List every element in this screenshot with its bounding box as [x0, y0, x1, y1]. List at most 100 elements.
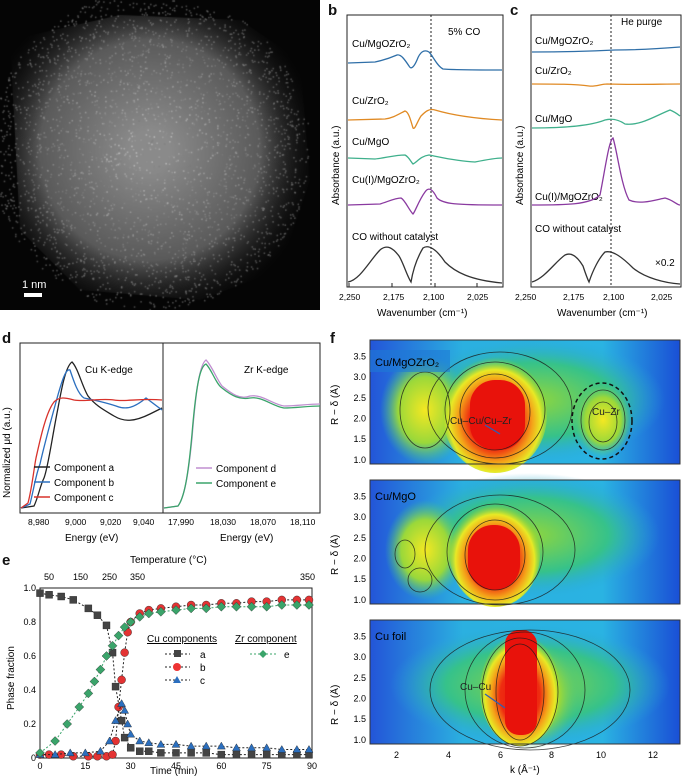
point-c-23 — [304, 745, 314, 753]
k-tick-4: 4 — [446, 750, 451, 760]
y-label-1: R − δ (Å) — [330, 385, 341, 425]
label-cu-zro2: Cu/ZrO₂ — [535, 66, 572, 77]
point-e-22 — [276, 600, 287, 610]
point-a-8 — [111, 682, 120, 691]
legend-e: e — [284, 650, 290, 661]
point-c-11 — [135, 736, 145, 745]
legend-marker-c — [173, 676, 181, 683]
point-a-1 — [45, 591, 53, 599]
point-a-0 — [36, 589, 44, 597]
map-title-1: Cu/MgOZrO₂ — [375, 357, 439, 369]
point-a-19 — [232, 750, 241, 759]
y-label: Normalized μd (a.u.) — [2, 407, 13, 498]
series-line-e — [39, 604, 309, 754]
curve-cu-mgozro2 — [531, 46, 681, 53]
label-cu-mgo: Cu/MgO — [352, 137, 389, 148]
point-e-16 — [186, 603, 196, 614]
cu-legend-title: Cu components — [147, 634, 217, 645]
r-tick-0-4: 3.0 — [353, 372, 366, 382]
top-tick-1: 150 — [73, 572, 88, 582]
y-tick-4: 0.8 — [23, 617, 36, 627]
point-b-11 — [120, 648, 129, 657]
x-ticks: 2,250 2,175 2,100 2,025 — [515, 292, 673, 302]
x-tick-5: 75 — [262, 761, 272, 771]
x-tick-4: 60 — [216, 761, 226, 771]
point-e-21 — [261, 601, 272, 612]
r-tick-1-1: 1.5 — [353, 574, 366, 584]
x-label: Time (min) — [150, 766, 197, 776]
stem-image: 1 nm — [0, 0, 320, 310]
k-tick-6: 6 — [498, 750, 503, 760]
phase-fraction-chart: Temperature (°C) 50 150 250 350 350 Phas… — [6, 555, 317, 776]
curve-cu-mgo — [531, 109, 681, 129]
point-c-19 — [247, 743, 256, 752]
zr-legend-title: Zr component — [235, 634, 297, 645]
k-tick-12: 12 — [648, 750, 658, 760]
curve-cu1-mgozro2 — [347, 188, 503, 215]
cu-component-b — [20, 369, 163, 509]
point-c-17 — [216, 741, 226, 750]
r-tick-2-0: 1.0 — [353, 735, 366, 745]
highlight-ring — [571, 382, 633, 460]
r-tick-2-4: 3.0 — [353, 652, 366, 662]
r-tick-1-3: 2.5 — [353, 533, 366, 543]
point-e-20 — [246, 601, 257, 612]
point-e-13 — [144, 608, 154, 619]
curve-cu-zro2 — [531, 83, 681, 87]
map1-note-1: Cu–Cu/Cu–Zr — [450, 416, 512, 427]
point-e-8 — [107, 641, 118, 651]
point-e-2 — [62, 719, 72, 729]
y-label-3: R − δ (Å) — [330, 685, 341, 725]
point-c-7 — [117, 699, 126, 707]
point-e-1 — [50, 736, 60, 746]
top-tick-2: 250 — [102, 572, 117, 582]
point-e-15 — [171, 605, 181, 615]
cu-tick-2: 9,020 — [100, 517, 122, 527]
point-a-15 — [172, 749, 180, 757]
cu-component-c — [20, 397, 163, 509]
scale-bar — [24, 293, 42, 297]
y-tick-3: 0.6 — [23, 651, 36, 661]
r-tick-2-3: 2.5 — [353, 673, 366, 683]
map-title-3: Cu foil — [375, 631, 406, 643]
k-tick-2: 2 — [394, 750, 399, 760]
tick-2175: 2,175 — [563, 292, 585, 302]
point-e-17 — [201, 603, 212, 614]
r-tick-1-4: 3.0 — [353, 512, 366, 522]
r-tick-0-2: 2.0 — [353, 414, 366, 424]
point-a-11 — [126, 744, 135, 752]
tick-2025: 2,025 — [467, 292, 489, 302]
panel-letter-b: b — [328, 2, 338, 19]
y-ticks: 0 0.2 0.4 0.6 0.8 1.0 — [23, 583, 36, 763]
label-cu-mgozro2: Cu/MgOZrO₂ — [535, 36, 593, 47]
point-e-6 — [95, 664, 106, 675]
annotation: He purge — [621, 17, 663, 28]
r-tick-1-0: 1.0 — [353, 595, 366, 605]
point-c-18 — [232, 743, 241, 752]
map3-note-1: Cu–Cu — [460, 682, 491, 693]
x-ticks: 2,250 2,175 2,100 2,025 — [339, 292, 489, 302]
point-c-9 — [123, 719, 132, 728]
curve-cu-mgozro2 — [347, 50, 503, 71]
r-tick-2-5: 3.5 — [353, 632, 366, 642]
x-tick-marks — [348, 283, 478, 287]
plot-frame — [39, 587, 313, 759]
wavelet-y-ticks: 1.0 1.5 2.0 2.5 3.0 3.5 1.0 1.5 2.0 2.5 3.0 3.5 1.0 1… — [353, 352, 366, 745]
legend-marker-b — [173, 663, 181, 671]
series-line-b — [40, 599, 309, 757]
tick-2100: 2,100 — [423, 292, 445, 302]
r-tick-0-5: 3.5 — [353, 352, 366, 362]
series-line-c — [40, 702, 309, 756]
point-a-16 — [187, 749, 195, 757]
annotation: 5% CO — [448, 27, 480, 38]
legend-marker-e — [259, 650, 267, 658]
tick-2250: 2,250 — [339, 292, 361, 302]
label-co-gas: CO without catalyst — [352, 232, 438, 243]
panel-letter-d: d — [2, 330, 12, 347]
point-a-9 — [117, 716, 126, 725]
top-axis-label: Temperature (°C) — [130, 555, 207, 566]
map-title-2: Cu/MgO — [375, 491, 416, 503]
top-ticks: 50 150 250 350 350 — [44, 572, 315, 582]
point-c-14 — [171, 739, 181, 748]
label-co-gas: CO without catalyst — [535, 224, 621, 235]
